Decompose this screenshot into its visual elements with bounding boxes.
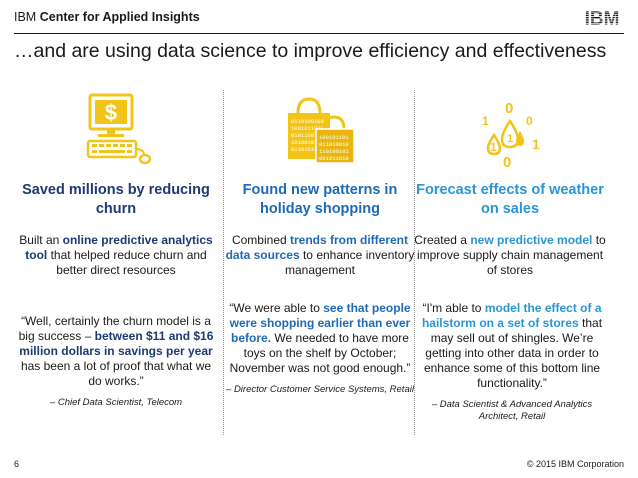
svg-text:0101100101: 0101100101 — [291, 132, 325, 139]
svg-text:1: 1 — [490, 140, 497, 154]
data-raindrops-icon: 0 1 1 0 1 0 1 — [482, 100, 540, 171]
brand-title: IBM Center for Applied Insights — [14, 10, 200, 24]
svg-text:1: 1 — [482, 114, 489, 128]
header-rule — [14, 33, 624, 34]
svg-text:110100101: 110100101 — [319, 148, 349, 155]
svg-text:$: $ — [105, 100, 117, 125]
column-body: Built an online predictive analytics too… — [19, 233, 213, 277]
ibm-logo-icon: IBM — [585, 9, 620, 27]
column-quote: “Well, certainly the churn model is a bi… — [18, 314, 214, 388]
column-quote-block: “We were able to see that people were sh… — [222, 301, 418, 396]
svg-text:1: 1 — [507, 133, 513, 145]
brand-ibm: IBM — [14, 10, 37, 24]
slide-headline: …and are using data science to improve e… — [14, 40, 607, 62]
column-attribution: – Director Customer Service Systems, Ret… — [226, 384, 414, 395]
column-quote: “We were able to see that people were sh… — [229, 301, 411, 375]
svg-text:0: 0 — [505, 100, 513, 117]
column-quote-block: “I'm able to model the effect of a hails… — [412, 301, 612, 423]
header: IBM Center for Applied Insights IBM — [14, 8, 624, 30]
svg-text:001011010: 001011010 — [319, 155, 349, 162]
svg-text:0110101001: 0110101001 — [291, 146, 325, 153]
column-quote-block: “Well, certainly the churn model is a bi… — [18, 314, 214, 409]
copyright: © 2015 IBM Corporation — [526, 459, 624, 469]
svg-text:1001011010: 1001011010 — [291, 125, 324, 132]
column-weather: 0 1 1 0 1 0 1 Forecast effects of weathe… — [412, 88, 608, 278]
column-body: Created a new predictive model to improv… — [414, 233, 606, 277]
brand-center-name: Center for Applied Insights — [39, 10, 200, 24]
column-churn: $ Saved millions by reducing churn Built… — [18, 88, 214, 278]
svg-text:011010010: 011010010 — [319, 141, 349, 148]
svg-text:0: 0 — [503, 154, 511, 171]
shopping-bags-icon: 0110100100 1001011010 0101100101 1010010… — [288, 97, 355, 164]
column-title: Forecast effects of weather on sales — [416, 182, 604, 217]
column-divider — [223, 90, 224, 435]
svg-text:100101101: 100101101 — [319, 134, 349, 141]
svg-text:1: 1 — [532, 136, 540, 152]
column-title: Found new patterns in holiday shopping — [242, 182, 398, 217]
svg-text:1010010110: 1010010110 — [291, 139, 324, 146]
page-number: 6 — [14, 459, 20, 469]
column-attribution: – Data Scientist & Advanced Analytics Ar… — [431, 399, 593, 422]
computer-dollar-icon: $ — [86, 93, 152, 165]
column-body: Combined trends from different data sour… — [225, 233, 415, 277]
column-holiday: 0110100100 1001011010 0101100101 1010010… — [222, 88, 418, 278]
column-quote: “I'm able to model the effect of a hails… — [421, 301, 603, 390]
svg-text:0110100100: 0110100100 — [291, 118, 324, 125]
column-title: Saved millions by reducing churn — [22, 182, 210, 217]
svg-text:0: 0 — [526, 114, 533, 128]
ibm-logo-text: IBM — [585, 9, 620, 27]
column-divider — [414, 90, 415, 435]
column-attribution: – Chief Data Scientist, Telecom — [49, 397, 183, 408]
